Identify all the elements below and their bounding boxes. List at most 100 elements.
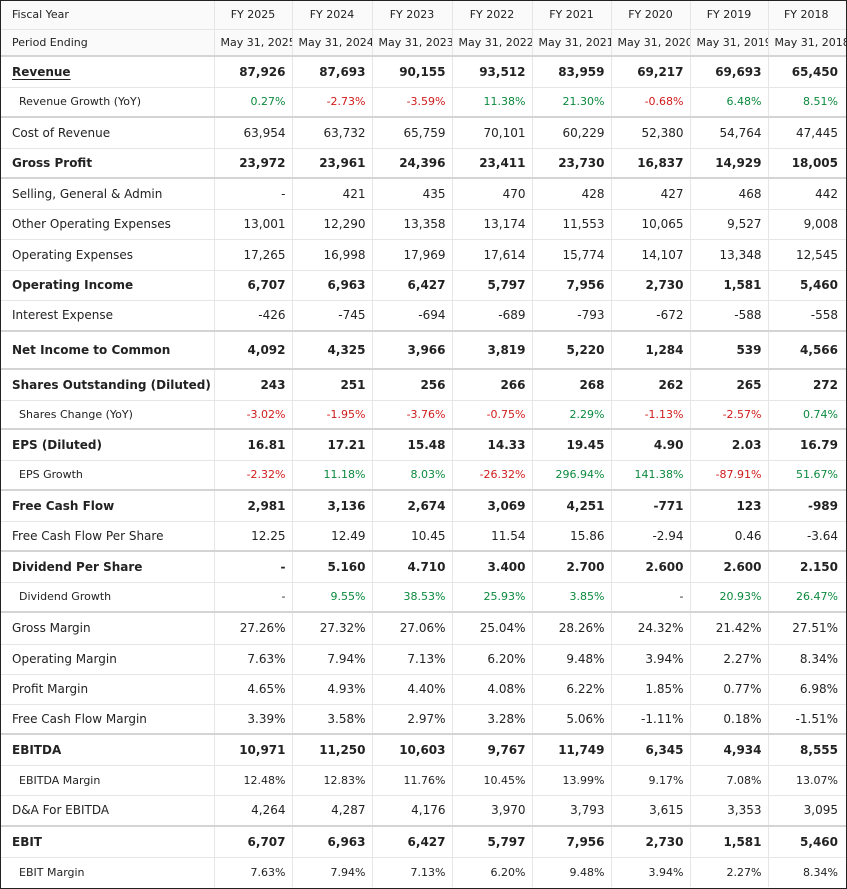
ebitda-value: 9,767: [452, 733, 533, 766]
cost-of-revenue-value: 47,445: [768, 116, 846, 149]
profit-margin-label: Profit Margin: [1, 674, 215, 705]
ebit-margin-value: 8.34%: [803, 865, 838, 879]
year-header[interactable]: FY 2023: [372, 1, 453, 30]
ebitda-margin-label: EBITDA Margin: [1, 765, 215, 796]
row-ebitda-margin: EBITDA Margin 12.48% 12.83% 11.76% 10.45% 13.…: [1, 765, 846, 796]
ebit-value: 1,581: [690, 825, 769, 858]
ebit-value: 6,707: [214, 825, 293, 858]
opex-value: 17,969: [372, 239, 453, 271]
operating-income-value: 5,460: [768, 270, 846, 301]
sga-value: 435: [372, 177, 453, 210]
cost-of-revenue-value: 65,759: [372, 116, 453, 149]
gross-profit-value: 23,411: [452, 148, 533, 179]
dps-value: 2.150: [768, 550, 846, 583]
fiscal-year-row: Fiscal Year FY 2025 FY 2024 FY 2023 FY 2…: [1, 1, 846, 30]
eps-growth-value: -87.91%: [690, 460, 769, 491]
net-income-value: 3,966: [372, 330, 453, 370]
shares-change-value: -3.02%: [214, 400, 293, 430]
revenue-growth-value: -0.68%: [611, 87, 691, 118]
fcf-value: -771: [611, 489, 691, 522]
eps-growth-label: EPS Growth: [1, 460, 215, 491]
row-opex: Operating Expenses 17,265 16,998 17,969 17,6…: [1, 239, 846, 271]
row-cost-of-revenue: Cost of Revenue 63,954 63,732 65,759 70,101 6…: [1, 116, 846, 149]
da-for-ebitda-value: 3,793: [532, 795, 612, 827]
cost-of-revenue-value: 54,764: [690, 116, 769, 149]
year-header[interactable]: FY 2019: [690, 1, 769, 30]
revenue-value: 87,693: [292, 55, 373, 88]
period-date: May 31, 2024: [292, 29, 373, 57]
row-ebitda: EBITDA 10,971 11,250 10,603 9,767 11,749 6,345…: [1, 733, 846, 766]
ebitda-margin-value: 13.07%: [768, 765, 846, 796]
cost-of-revenue-value: 52,380: [611, 116, 691, 149]
opex-value: 12,545: [768, 239, 846, 271]
row-revenue: Revenue 87,926 87,693 90,155 93,512 83,959 69,…: [1, 55, 846, 88]
gross-profit-value: 24,396: [372, 148, 453, 179]
opex-value: 17,614: [452, 239, 533, 271]
dividend-growth-value: -: [611, 582, 691, 613]
opex-value: 15,774: [532, 239, 612, 271]
row-fcf-per-share: Free Cash Flow Per Share 12.25 12.49 10.45 1…: [1, 521, 846, 552]
dividend-growth-label: Dividend Growth: [1, 582, 215, 613]
year-header[interactable]: FY 2024: [292, 1, 373, 30]
shares-outstanding-value: 268: [532, 368, 612, 401]
fcf-value: 4,251: [532, 489, 612, 522]
ebitda-label: EBITDA: [1, 733, 215, 766]
eps-growth-value: -26.32%: [452, 460, 533, 491]
revenue-growth-label: Revenue Growth (YoY): [1, 87, 215, 118]
operating-margin-label: Operating Margin: [1, 644, 215, 675]
eps-value: 17.21: [292, 428, 373, 461]
gross-profit-value: 23,730: [532, 148, 612, 179]
other-opex-value: 10,065: [611, 209, 691, 240]
shares-outstanding-value: 251: [292, 368, 373, 401]
fcf-value: 2,674: [372, 489, 453, 522]
ebit-margin-value: 2.27%: [690, 857, 769, 887]
dividend-growth-value: 38.53%: [372, 582, 453, 613]
shares-change-value: 0.74%: [768, 400, 846, 430]
revenue-label[interactable]: Revenue: [1, 55, 215, 88]
revenue-value: 69,217: [611, 55, 691, 88]
net-income-value: 1,284: [611, 330, 691, 370]
ebit-margin-value: 7.94%: [292, 857, 373, 887]
period-ending-label: Period Ending: [1, 29, 215, 57]
period-date: May 31, 2025: [214, 29, 293, 57]
revenue-growth-value: 21.30%: [532, 87, 612, 118]
gross-profit-value: 23,961: [292, 148, 373, 179]
ebitda-margin-value: 12.48%: [214, 765, 293, 796]
dps-value: 5.160: [292, 550, 373, 583]
opex-value: 14,107: [611, 239, 691, 271]
eps-growth-value: 51.67%: [768, 460, 846, 491]
dps-label: Dividend Per Share: [1, 550, 215, 583]
period-date: May 31, 2021: [532, 29, 612, 57]
shares-outstanding-value: 256: [372, 368, 453, 401]
operating-margin-value: 7.63%: [214, 644, 293, 675]
da-for-ebitda-value: 4,264: [214, 795, 293, 827]
year-header[interactable]: FY 2025: [214, 1, 293, 30]
gross-margin-value: 28.26%: [532, 611, 612, 645]
eps-value: 15.48: [372, 428, 453, 461]
net-income-value: 4,325: [292, 330, 373, 370]
row-eps-growth: EPS Growth -2.32% 11.18% 8.03% -26.32% 296.94…: [1, 460, 846, 491]
profit-margin-value: 4.93%: [292, 674, 373, 705]
year-header[interactable]: FY 2022: [452, 1, 533, 30]
year-header[interactable]: FY 2018: [768, 1, 846, 30]
other-opex-label: Other Operating Expenses: [1, 209, 215, 240]
row-profit-margin: Profit Margin 4.65% 4.93% 4.40% 4.08% 6.22% 1.…: [1, 674, 846, 705]
interest-expense-value: -689: [452, 300, 533, 332]
profit-margin-value: 4.08%: [452, 674, 533, 705]
sga-value: 468: [690, 177, 769, 210]
net-income-value: 3,819: [452, 330, 533, 370]
other-opex-value: 9,008: [768, 209, 846, 240]
fcf-margin-value: 3.28%: [452, 704, 533, 735]
year-header[interactable]: FY 2021: [532, 1, 612, 30]
fcf-per-share-value: -3.64: [768, 521, 846, 552]
other-opex-value: 13,358: [372, 209, 453, 240]
year-header[interactable]: FY 2020: [611, 1, 691, 30]
sga-value: 421: [292, 177, 373, 210]
shares-outstanding-value: 243: [214, 368, 293, 401]
row-operating-margin: Operating Margin 7.63% 7.94% 7.13% 6.20% 9.48…: [1, 644, 846, 675]
eps-growth-value: 296.94%: [532, 460, 612, 491]
shares-change-value: 2.29%: [532, 400, 612, 430]
revenue-growth-value: -3.59%: [372, 87, 453, 118]
ebitda-margin-value: 11.76%: [372, 765, 453, 796]
